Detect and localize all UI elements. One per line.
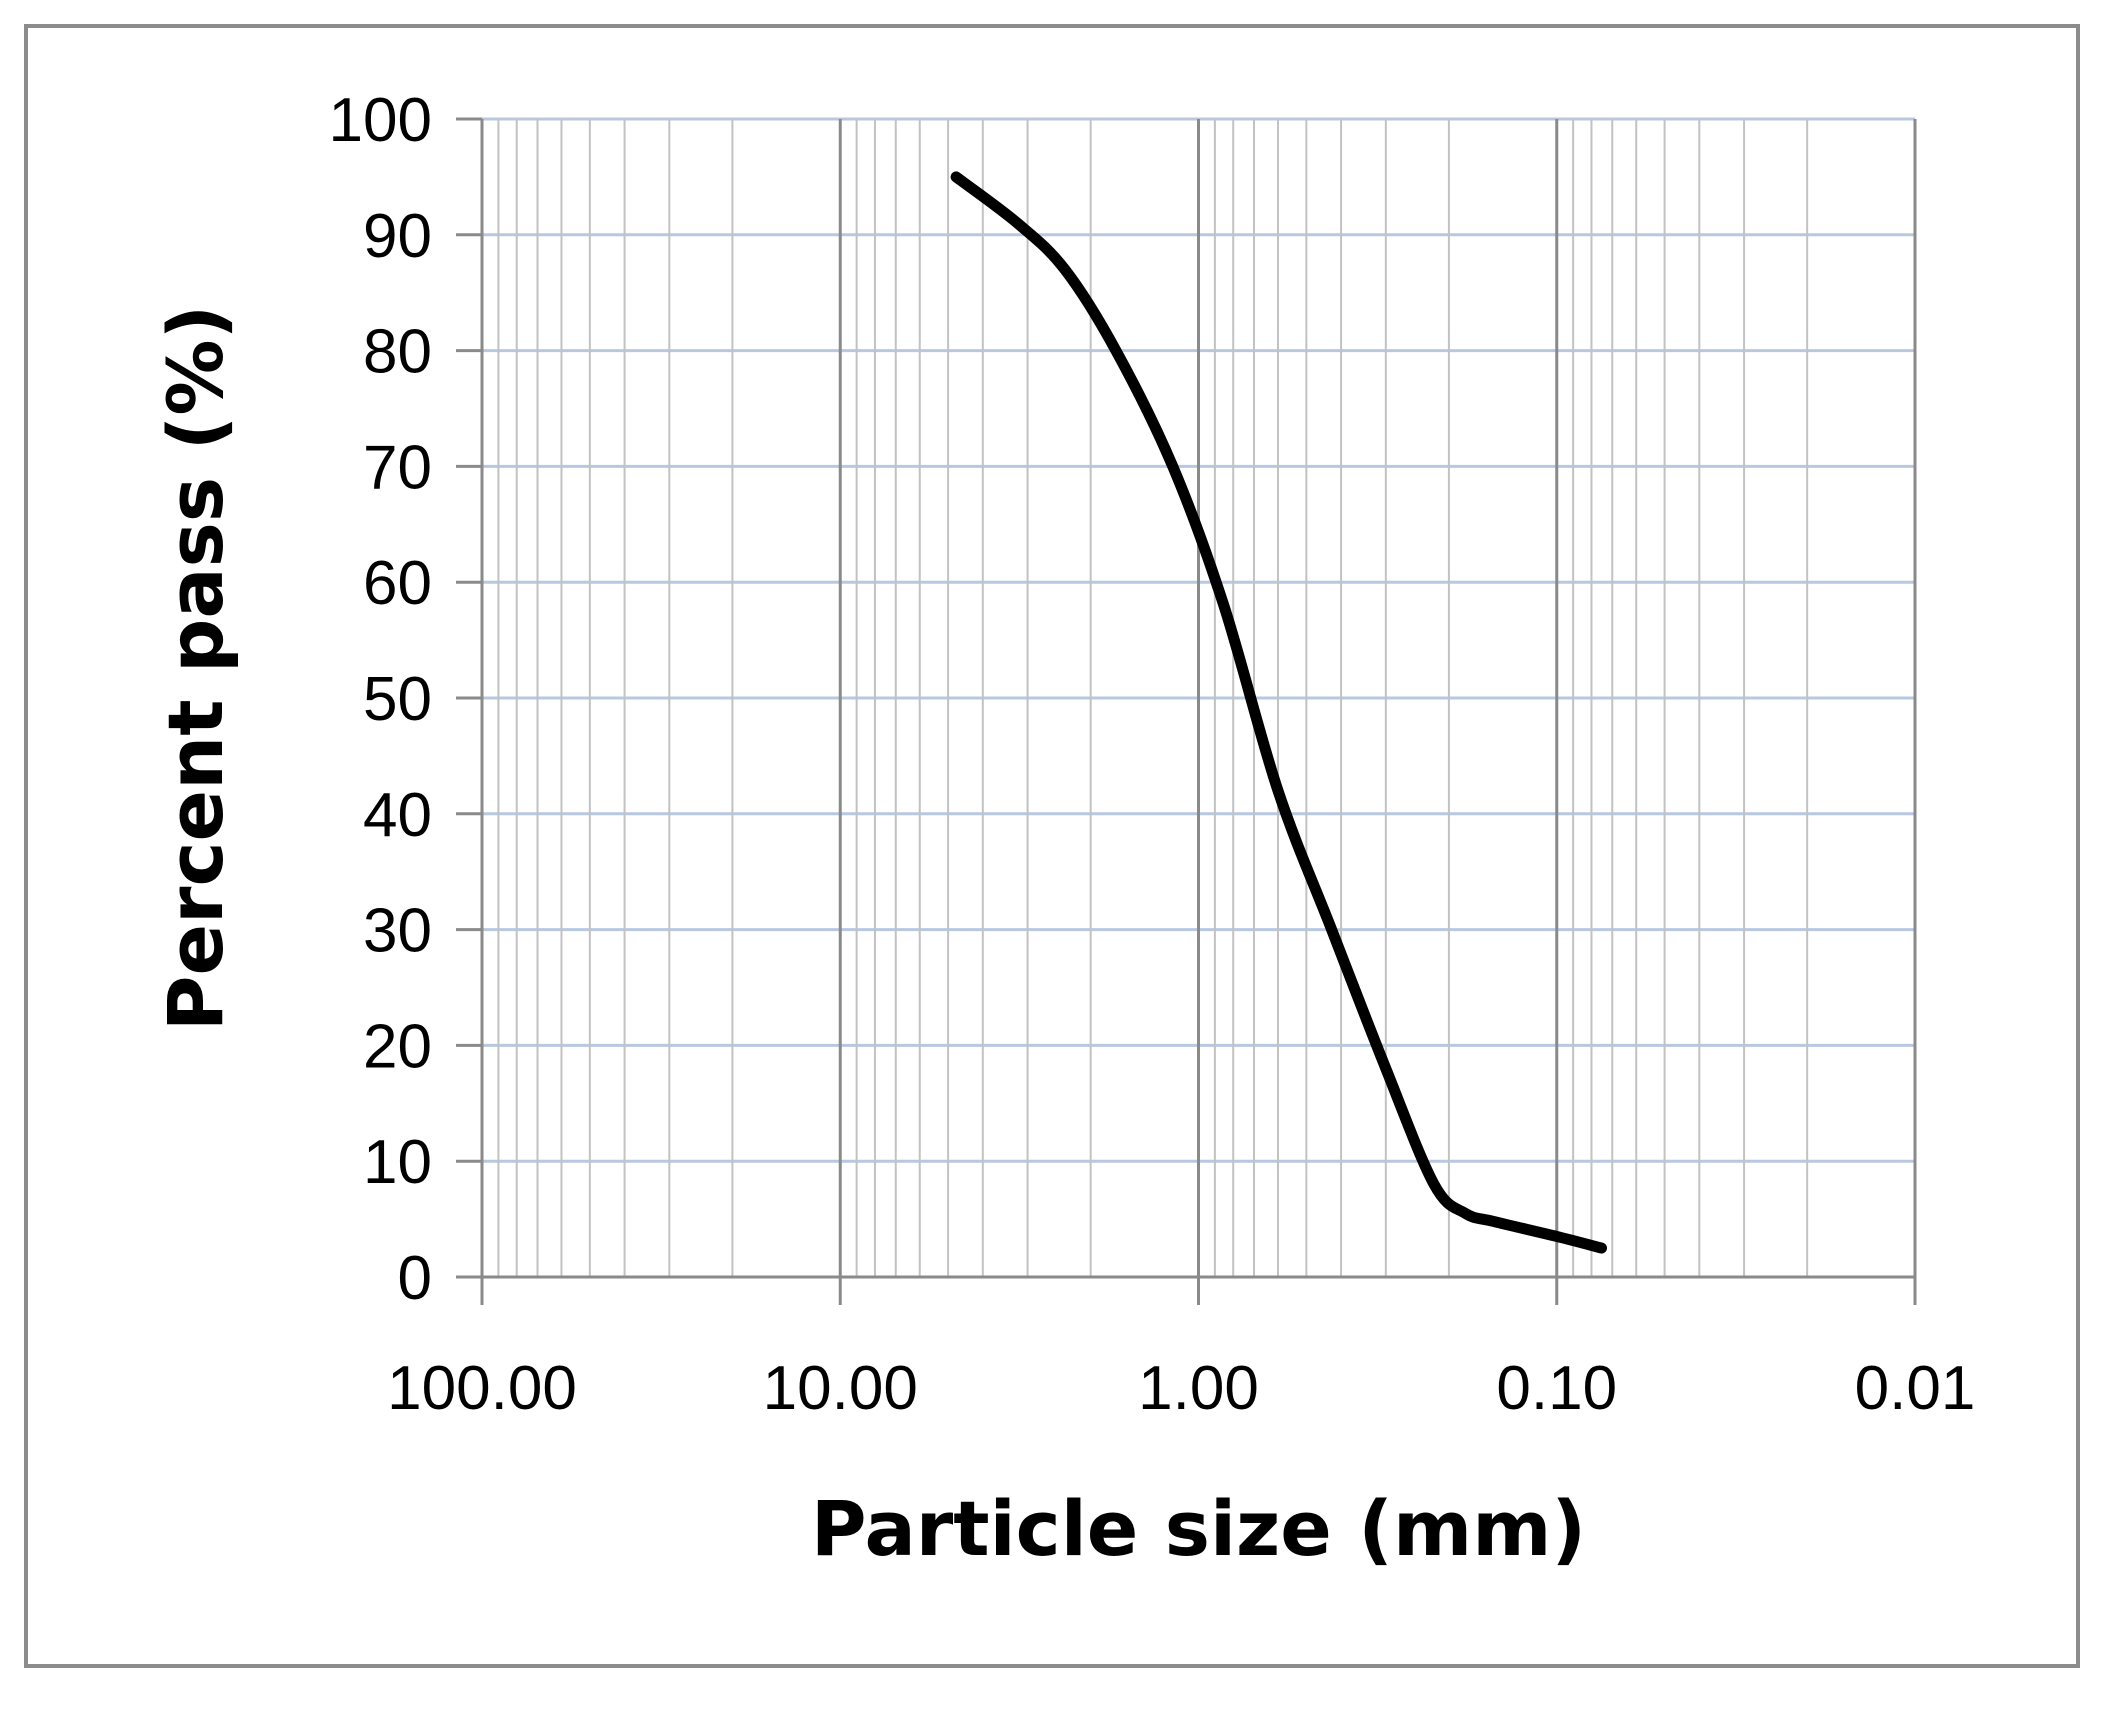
- x-tick-label: 10.00: [763, 1354, 918, 1423]
- y-tick-label: 70: [363, 433, 432, 502]
- y-tick-label: 80: [363, 318, 432, 387]
- x-tick-label: 1.00: [1138, 1354, 1259, 1423]
- y-tick-label: 90: [363, 202, 432, 271]
- y-tick-label: 40: [363, 781, 432, 850]
- x-tick-label: 0.01: [1855, 1354, 1976, 1423]
- y-tick-label: 10: [363, 1128, 432, 1197]
- y-tick-label: 100: [329, 86, 432, 155]
- axes: [456, 117, 1917, 1305]
- y-tick-label: 0: [398, 1244, 432, 1313]
- y-tick-label: 60: [363, 549, 432, 618]
- data-series: [950, 171, 1608, 1254]
- y-tick-label: 30: [363, 897, 432, 966]
- grid-lines: [480, 117, 1917, 1277]
- x-tick-label: 100.00: [387, 1354, 577, 1423]
- x-axis-title: Particle size (mm): [811, 1484, 1586, 1573]
- y-tick-label: 50: [363, 665, 432, 734]
- x-tick-label: 0.10: [1496, 1354, 1617, 1423]
- chart-frame: [24, 24, 2080, 1668]
- tick-labels: 0 10 20 30 40 50 60 70 80 90 100 100.00 10.00 1.00 0.1…: [329, 86, 1976, 1423]
- y-tick-label: 20: [363, 1012, 432, 1081]
- gradation-curve: [950, 171, 1608, 1254]
- y-axis-title: Percent pass (%): [151, 305, 240, 1031]
